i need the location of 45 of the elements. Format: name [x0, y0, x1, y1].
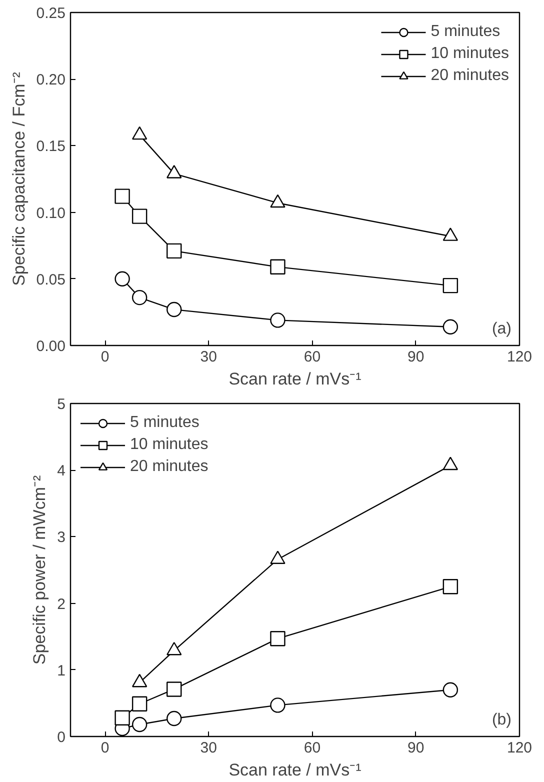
- y-tick-label: 0.20: [36, 72, 66, 89]
- x-tick-label: 60: [304, 348, 321, 366]
- point: [442, 456, 458, 470]
- y-tick-label: 2: [57, 596, 66, 613]
- point: [132, 716, 148, 732]
- point: [114, 710, 130, 726]
- x-axis-title: Scan rate / mVs⁻¹: [228, 760, 362, 780]
- y-tick-label: 0.05: [36, 271, 66, 288]
- x-tick-label: 120: [506, 348, 532, 366]
- x-tick-label: 90: [408, 740, 424, 756]
- point: [442, 682, 458, 698]
- point: [166, 682, 182, 697]
- x-axis-title: Scan rate / mVs⁻¹: [228, 370, 362, 388]
- x-tick-label: 0: [100, 740, 110, 756]
- annotation: (b): [492, 712, 512, 728]
- y-tick-label: 0.25: [36, 5, 66, 22]
- y-tick-label: 1: [57, 662, 66, 680]
- y-tick-label: 5: [57, 396, 66, 413]
- x-tick-label: 90: [408, 348, 424, 366]
- legend-label: 10 minutes: [130, 436, 208, 454]
- y-tick-label: 4: [57, 462, 66, 480]
- x-tick-label: 120: [506, 740, 532, 756]
- legend-label: 5 minutes: [130, 414, 200, 432]
- point: [166, 710, 182, 726]
- y-axis-title: Specific power / mWcm⁻²: [30, 475, 50, 665]
- x-tick-label: 0: [100, 348, 110, 366]
- legend-label: 5 minutes: [430, 23, 500, 41]
- y-tick-label: 3: [57, 529, 66, 546]
- y-tick-label: 0.15: [36, 138, 66, 156]
- y-tick-label: 0: [57, 729, 66, 746]
- x-tick-label: 30: [200, 348, 217, 366]
- legend-label: 20 minutes: [430, 67, 509, 85]
- point: [132, 696, 148, 712]
- point: [270, 631, 286, 646]
- annotation: (a): [492, 320, 512, 338]
- y-tick-label: 0.10: [36, 204, 66, 222]
- x-tick-label: 30: [200, 740, 217, 756]
- point: [442, 579, 458, 594]
- y-tick-label: 0.00: [36, 338, 66, 355]
- point: [270, 698, 286, 713]
- legend-label: 10 minutes: [430, 45, 509, 63]
- y-axis-title: Specific capacitance / Fcm⁻²: [9, 72, 28, 286]
- x-tick-label: 60: [304, 740, 321, 756]
- point: [270, 550, 286, 564]
- legend-label: 20 minutes: [130, 458, 208, 476]
